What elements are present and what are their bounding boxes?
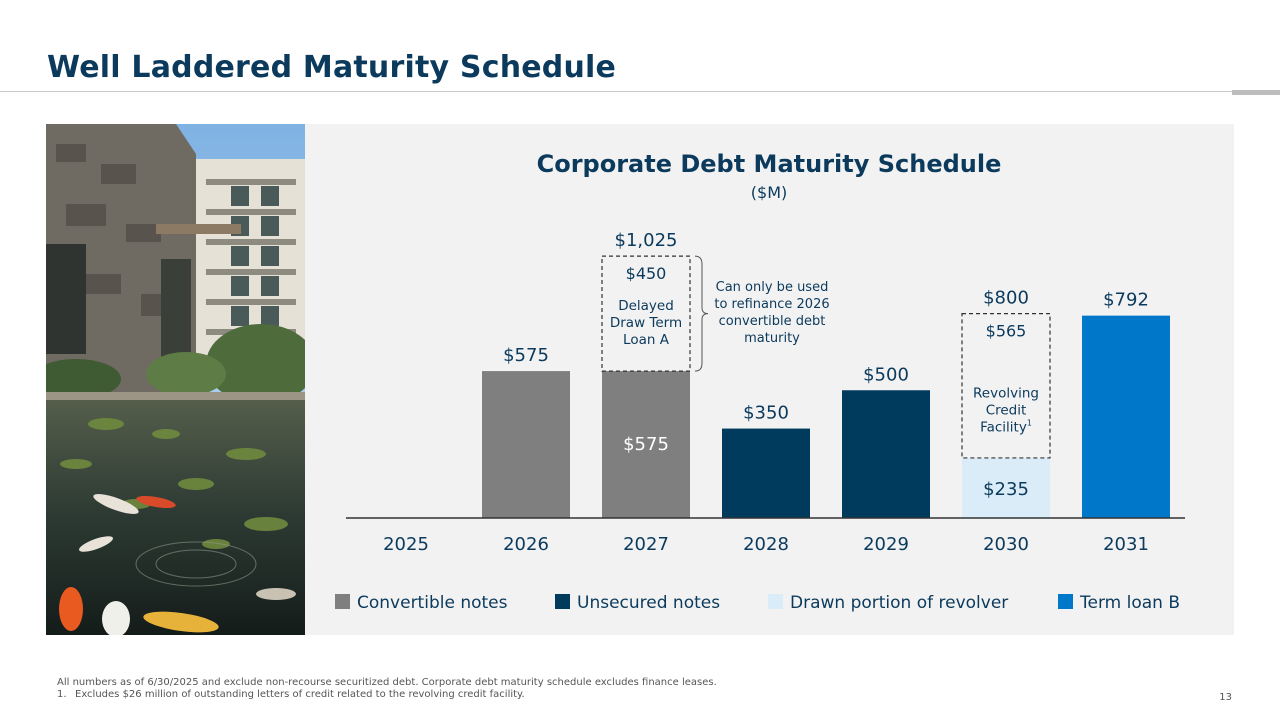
footnote-1-marker: 1. [57,689,67,700]
x-tick-label-2030: 2030 [983,534,1029,555]
legend-swatch-convertible [335,594,350,609]
legend-swatch-term_loan [1058,594,1073,609]
total-label-2031: $792 [1103,290,1149,311]
debt-maturity-chart: Corporate Debt Maturity Schedule ($M) $4… [335,150,1185,613]
undrawn-box-2030 [961,313,1051,459]
title-divider [0,91,1232,92]
x-tick-label-2031: 2031 [1103,534,1149,555]
annotation-line-0: Can only be used [716,280,829,295]
resort-photo [46,124,305,635]
bar-convertible-2026 [482,371,570,518]
footnote-1-text: Excludes $26 million of outstanding lett… [75,689,525,700]
x-tick-label-2026: 2026 [503,534,549,555]
footnote-1: 1. Excludes $26 million of outstanding le… [57,689,717,701]
total-label-2028: $350 [743,403,789,424]
total-label-2027: $1,025 [615,230,678,251]
legend-label-unsecured: Unsecured notes [577,593,720,613]
footnote-marker-superscript: 1 [1027,419,1032,428]
annotation-line-2: convertible debt [719,314,826,329]
undrawn-value-label-2027: $450 [626,264,667,283]
x-tick-label-2027: 2027 [623,534,669,555]
inner-label-2030: $235 [983,479,1029,500]
annotation-line-1: to refinance 2026 [714,297,829,312]
legend-label-term_loan: Term loan B [1079,593,1180,613]
bar-unsecured-2028 [722,428,810,518]
bar-unsecured-2029 [842,390,930,518]
annotation-line-3: maturity [744,331,800,346]
title-divider-accent [1232,90,1280,95]
page-title: Well Laddered Maturity Schedule [47,50,617,85]
total-label-2030: $800 [983,288,1029,309]
bar-convertible-2027 [602,371,690,518]
page-number: 13 [1219,692,1232,703]
undrawn-desc-2027-2: Loan A [623,332,670,348]
footnote-main: All numbers as of 6/30/2025 and exclude … [57,677,717,688]
chart-title: Corporate Debt Maturity Schedule [537,150,1002,178]
undrawn-desc-2030-1: Credit [986,403,1027,419]
total-label-2029: $500 [863,364,909,385]
x-tick-label-2028: 2028 [743,534,789,555]
bar-revolver-2030 [962,457,1050,518]
total-label-2026: $575 [503,345,549,366]
legend-swatch-revolver [768,594,783,609]
undrawn-desc-2027-0: Delayed [618,298,674,314]
bar-term_loan-2031 [1082,315,1170,518]
undrawn-desc-2030-2: Facility1 [980,419,1032,436]
legend-label-revolver: Drawn portion of revolver [790,593,1008,613]
legend-swatch-unsecured [555,594,570,609]
x-tick-label-2029: 2029 [863,534,909,555]
x-tick-label-2025: 2025 [383,534,429,555]
undrawn-desc-2030-0: Revolving [973,386,1039,402]
undrawn-desc-2027-1: Draw Term [610,315,682,331]
annotation-bracket [694,255,709,372]
legend-label-convertible: Convertible notes [357,593,508,613]
chart-panel: Corporate Debt Maturity Schedule ($M) $4… [305,124,1234,635]
undrawn-box-2027 [601,255,691,372]
footnote: All numbers as of 6/30/2025 and exclude … [57,677,717,701]
chart-subtitle: ($M) [751,183,787,202]
undrawn-value-label-2030: $565 [986,322,1027,341]
resort-courtyard-koi-pond-photo-icon [46,124,305,635]
inner-label-2027: $575 [623,434,669,455]
